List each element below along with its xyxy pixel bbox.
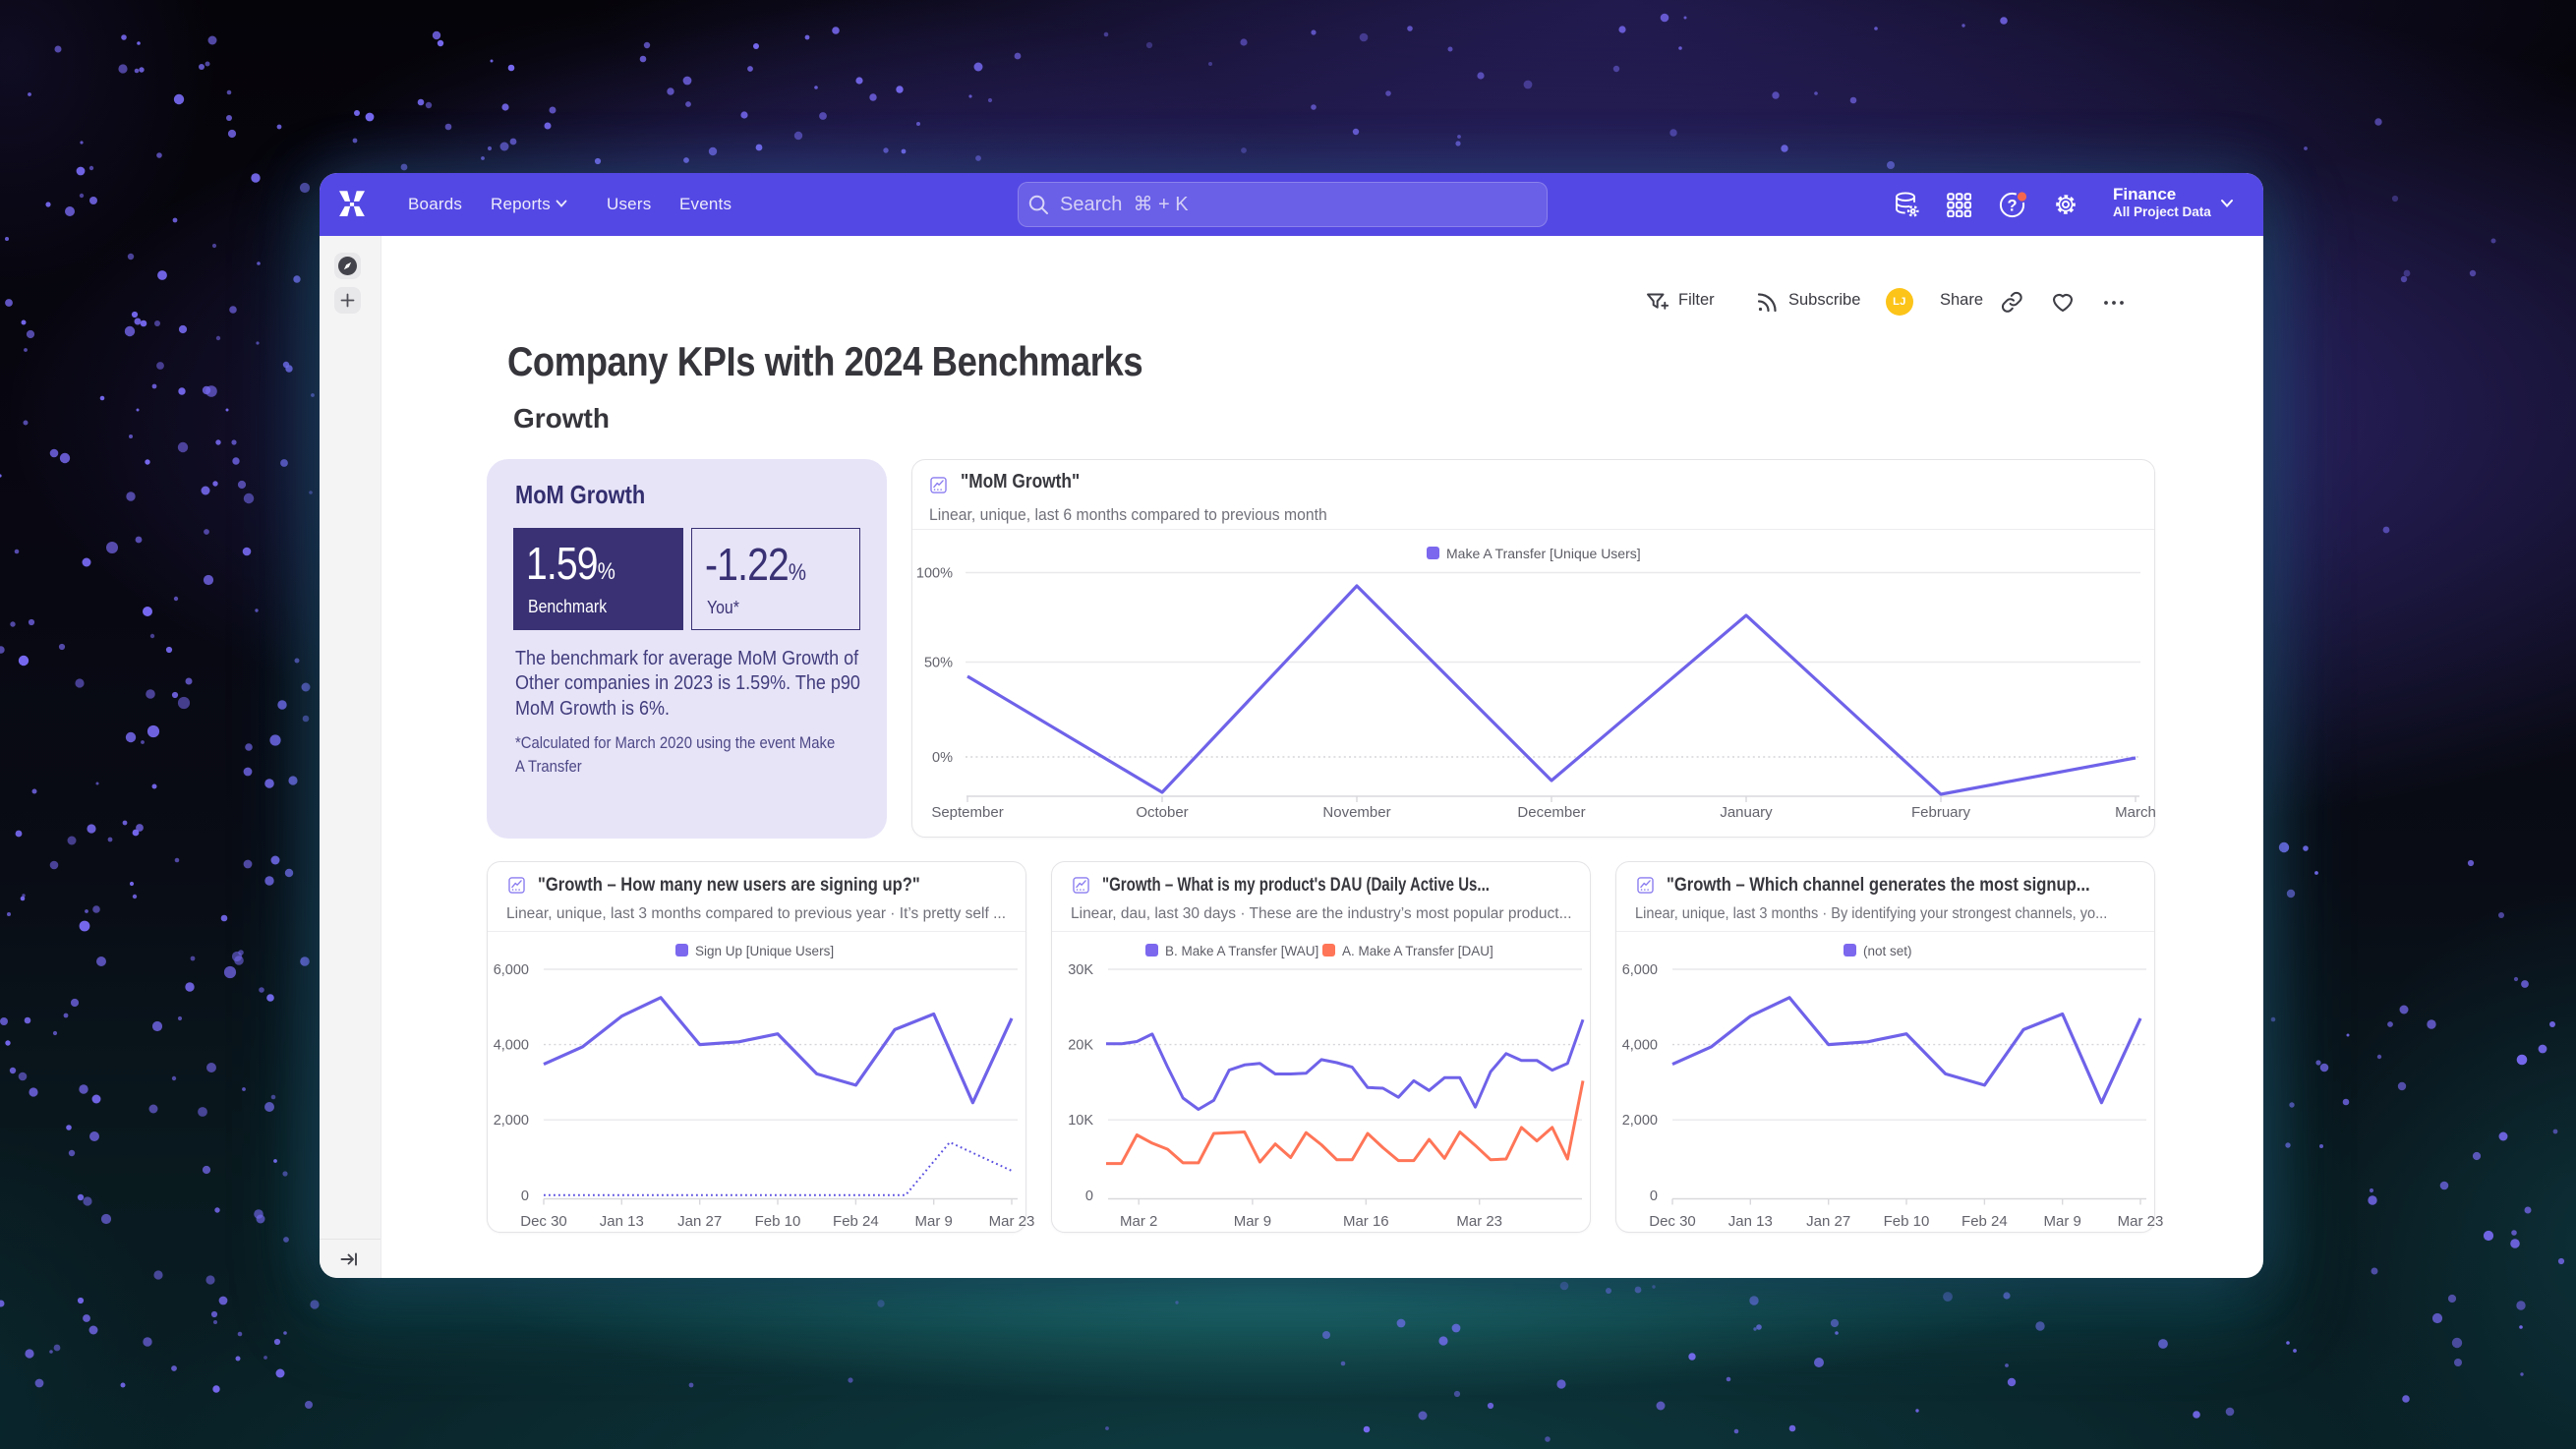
svg-text:0: 0 bbox=[1085, 1188, 1093, 1204]
svg-text:Dec 30: Dec 30 bbox=[1649, 1213, 1696, 1230]
svg-text:October: October bbox=[1136, 804, 1188, 821]
svg-text:December: December bbox=[1517, 804, 1585, 821]
svg-text:Mar 23: Mar 23 bbox=[1456, 1213, 1502, 1230]
svg-text:September: September bbox=[931, 804, 1003, 821]
svg-text:0%: 0% bbox=[932, 750, 953, 766]
svg-text:Mar 16: Mar 16 bbox=[1343, 1213, 1389, 1230]
svg-text:100%: 100% bbox=[916, 566, 953, 582]
svg-text:Jan 13: Jan 13 bbox=[1728, 1213, 1773, 1230]
svg-text:50%: 50% bbox=[924, 656, 953, 671]
svg-text:0: 0 bbox=[521, 1188, 529, 1204]
svg-text:Jan 27: Jan 27 bbox=[1806, 1213, 1850, 1230]
svg-text:4,000: 4,000 bbox=[1622, 1038, 1658, 1054]
svg-text:4,000: 4,000 bbox=[494, 1038, 529, 1054]
svg-text:0: 0 bbox=[1650, 1188, 1658, 1204]
svg-text:30K: 30K bbox=[1068, 962, 1093, 978]
svg-text:Jan 27: Jan 27 bbox=[677, 1213, 722, 1230]
svg-text:Mar 9: Mar 9 bbox=[2044, 1213, 2081, 1230]
svg-text:Mar 9: Mar 9 bbox=[915, 1213, 953, 1230]
svg-text:March: March bbox=[2115, 804, 2156, 821]
svg-text:6,000: 6,000 bbox=[494, 962, 529, 978]
svg-text:Mar 23: Mar 23 bbox=[989, 1213, 1035, 1230]
svg-text:20K: 20K bbox=[1068, 1038, 1093, 1054]
svg-text:2,000: 2,000 bbox=[1622, 1113, 1658, 1129]
svg-text:Mar 9: Mar 9 bbox=[1234, 1213, 1271, 1230]
svg-text:2,000: 2,000 bbox=[494, 1113, 529, 1129]
svg-text:Feb 10: Feb 10 bbox=[755, 1213, 801, 1230]
svg-text:Feb 10: Feb 10 bbox=[1884, 1213, 1930, 1230]
svg-text:?: ? bbox=[2007, 198, 2017, 215]
svg-text:November: November bbox=[1322, 804, 1390, 821]
svg-text:Feb 24: Feb 24 bbox=[833, 1213, 879, 1230]
svg-text:10K: 10K bbox=[1068, 1113, 1093, 1129]
svg-text:Feb 24: Feb 24 bbox=[1961, 1213, 2008, 1230]
svg-text:January: January bbox=[1720, 804, 1773, 821]
svg-text:Dec 30: Dec 30 bbox=[520, 1213, 567, 1230]
svg-text:Mar 23: Mar 23 bbox=[2118, 1213, 2164, 1230]
svg-text:Mar 2: Mar 2 bbox=[1120, 1213, 1157, 1230]
svg-text:February: February bbox=[1911, 804, 1971, 821]
svg-text:Jan 13: Jan 13 bbox=[600, 1213, 644, 1230]
svg-text:6,000: 6,000 bbox=[1622, 962, 1658, 978]
